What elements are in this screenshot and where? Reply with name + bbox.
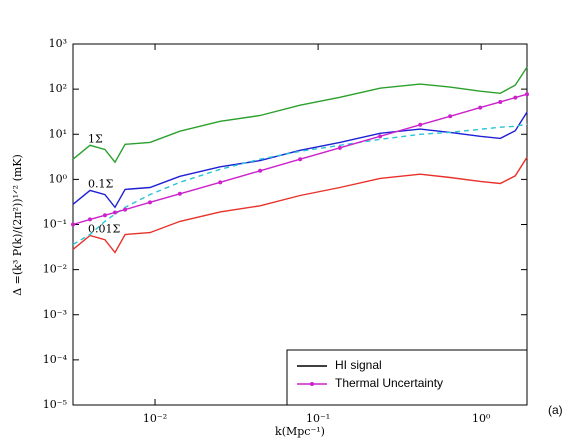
point-marker: [112, 210, 117, 215]
point-marker: [478, 105, 483, 110]
point-marker: [418, 122, 423, 127]
point-marker: [513, 95, 518, 100]
panel-label: (a): [548, 403, 563, 417]
y-tick-label: 10²: [49, 82, 67, 95]
x-axis-label: k(Mpc⁻¹): [275, 425, 325, 438]
legend-label: HI signal: [335, 358, 382, 372]
point-marker: [87, 217, 92, 222]
x-tick-label: 10⁰: [472, 412, 491, 425]
point-marker: [498, 99, 503, 104]
point-marker: [525, 92, 529, 97]
point-marker: [337, 145, 342, 150]
legend-box: [286, 349, 528, 406]
series-label: 1Σ: [88, 132, 103, 145]
series-line: [72, 123, 528, 246]
y-tick-label: 10⁻³: [43, 308, 67, 321]
legend-marker: [310, 382, 314, 386]
series-line: [72, 66, 528, 164]
y-tick-label: 10⁻⁴: [43, 353, 68, 366]
series-line: [72, 156, 528, 254]
y-tick-label: 10⁻⁵: [43, 398, 67, 411]
series-label: 0.01Σ: [88, 223, 120, 236]
legend-label: Thermal Uncertainty: [335, 376, 443, 390]
point-marker: [218, 180, 223, 185]
point-marker: [298, 157, 303, 162]
x-tick-label: 10⁻²: [143, 412, 167, 425]
point-marker: [102, 213, 107, 218]
point-marker: [123, 207, 128, 212]
y-tick-label: 10⁻²: [43, 263, 67, 276]
point-marker: [378, 134, 383, 139]
series-label: 0.1Σ: [88, 177, 113, 190]
y-tick-label: 10¹: [49, 127, 67, 140]
point-marker: [448, 114, 453, 119]
y-tick-label: 10⁰: [49, 172, 68, 185]
point-marker: [147, 200, 152, 205]
point-marker: [177, 191, 182, 196]
point-marker: [258, 168, 263, 173]
x-tick-label: 10⁻¹: [306, 412, 330, 425]
y-tick-label: 10⁻¹: [43, 218, 67, 231]
point-marker: [71, 222, 75, 227]
y-axis-label: Δ =(k³ P(k)/(2π²))¹ᐟ² (mK): [11, 154, 24, 296]
y-tick-label: 10³: [49, 37, 67, 50]
